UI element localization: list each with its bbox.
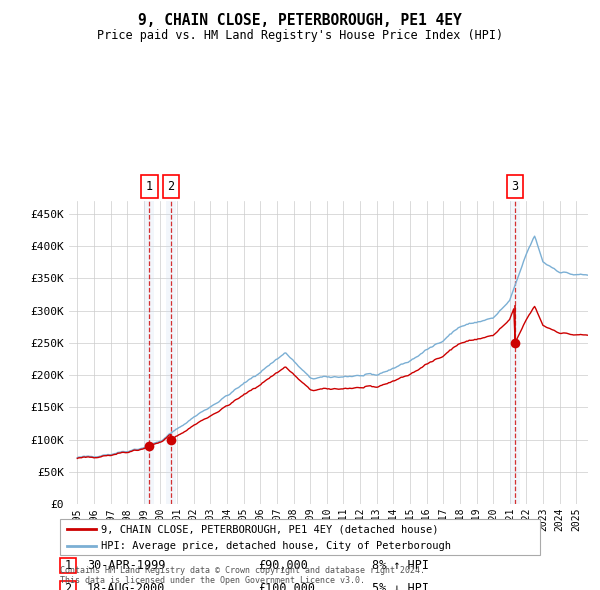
Bar bbox=[510, 201, 520, 504]
Text: 18-AUG-2000: 18-AUG-2000 bbox=[87, 582, 166, 590]
Bar bbox=[166, 201, 176, 504]
Text: 2: 2 bbox=[167, 180, 175, 193]
Text: HPI: Average price, detached house, City of Peterborough: HPI: Average price, detached house, City… bbox=[101, 541, 451, 550]
Text: 1: 1 bbox=[65, 559, 71, 572]
Text: 3: 3 bbox=[511, 180, 518, 193]
Text: £100,000: £100,000 bbox=[258, 582, 315, 590]
Text: 1: 1 bbox=[146, 180, 153, 193]
Text: 9, CHAIN CLOSE, PETERBOROUGH, PE1 4EY: 9, CHAIN CLOSE, PETERBOROUGH, PE1 4EY bbox=[138, 13, 462, 28]
Text: 30-APR-1999: 30-APR-1999 bbox=[87, 559, 166, 572]
Text: Contains HM Land Registry data © Crown copyright and database right 2024.
This d: Contains HM Land Registry data © Crown c… bbox=[60, 566, 425, 585]
Text: £90,000: £90,000 bbox=[258, 559, 308, 572]
Text: 9, CHAIN CLOSE, PETERBOROUGH, PE1 4EY (detached house): 9, CHAIN CLOSE, PETERBOROUGH, PE1 4EY (d… bbox=[101, 524, 438, 534]
Text: 8% ↑ HPI: 8% ↑ HPI bbox=[372, 559, 429, 572]
Text: 5% ↓ HPI: 5% ↓ HPI bbox=[372, 582, 429, 590]
Text: Price paid vs. HM Land Registry's House Price Index (HPI): Price paid vs. HM Land Registry's House … bbox=[97, 29, 503, 42]
Bar bbox=[145, 201, 154, 504]
Text: 2: 2 bbox=[65, 582, 71, 590]
